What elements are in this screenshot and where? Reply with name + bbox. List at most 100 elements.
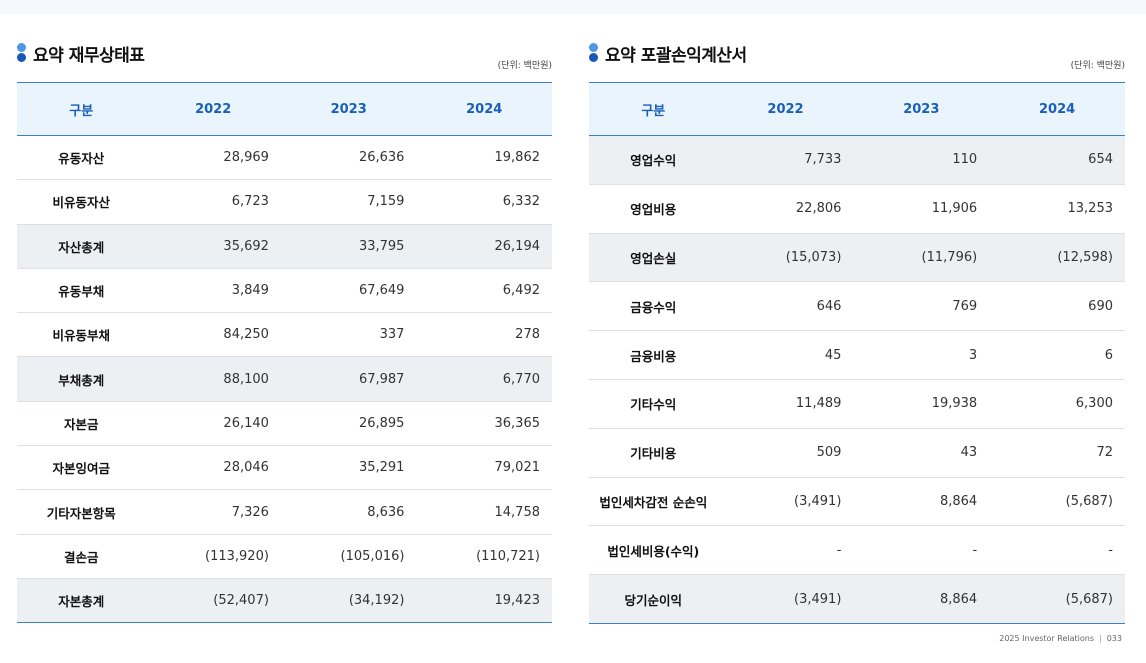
row-value: - [989, 525, 1125, 576]
table-row: 비유동부채 84,250 337 278 [17, 312, 552, 358]
table-row: 법인세비용(수익) - - - [589, 525, 1125, 576]
row-value: (110,721) [416, 534, 552, 579]
row-value: 3 [853, 330, 990, 380]
row-value: 8,864 [853, 477, 990, 527]
row-value: (12,598) [989, 233, 1125, 283]
row-value: (3,491) [717, 477, 854, 527]
income-statement-body: 영업수익 7,733 110 654 영업비용 22,806 11,906 13,253 영업손… [589, 135, 1125, 624]
column-header: 구분 [641, 103, 666, 119]
row-value: 11,906 [853, 184, 990, 234]
table-row: 부채총계 88,100 67,987 6,770 [17, 356, 552, 402]
table-row: 비유동자산 6,723 7,159 6,332 [17, 179, 552, 225]
row-label: 유동자산 [17, 135, 146, 181]
page-number: 033 [1106, 634, 1122, 643]
row-value: - [717, 525, 854, 576]
table-row: 자본총계 (52,407) (34,192) 19,423 [17, 578, 552, 624]
column-header: 2023 [903, 101, 940, 117]
table-row: 자본금 26,140 26,895 36,365 [17, 401, 552, 447]
row-value: 337 [280, 312, 417, 358]
income-statement-table: 구분 2022 2023 2024 영업수익 7,733 110 654 영업비용 22,… [589, 82, 1125, 624]
row-value: 6,723 [145, 179, 281, 225]
table-row: 당기순이익 (3,491) 8,864 (5,687) [589, 574, 1125, 624]
row-value: 88,100 [145, 356, 281, 402]
row-label: 당기순이익 [589, 574, 718, 624]
row-label: 영업손실 [589, 233, 718, 283]
table-row: 법인세차감전 순손익 (3,491) 8,864 (5,687) [589, 477, 1125, 527]
row-value: 26,140 [145, 401, 281, 447]
row-label: 영업수익 [589, 135, 718, 185]
row-value: (3,491) [717, 574, 854, 624]
row-label: 유동부채 [17, 268, 146, 314]
balance-sheet-unit: (단위: 백만원) [497, 61, 552, 71]
table-row: 금융비용 45 3 6 [589, 330, 1125, 380]
column-header: 2022 [195, 101, 232, 117]
row-value: 13,253 [989, 184, 1125, 234]
table-row: 영업비용 22,806 11,906 13,253 [589, 184, 1125, 234]
table-row: 유동부채 3,849 67,649 6,492 [17, 268, 552, 314]
table-row: 금융수익 646 769 690 [589, 281, 1125, 332]
row-value: 33,795 [280, 224, 417, 269]
row-value: 8,864 [853, 574, 990, 624]
row-label: 자본잉여금 [17, 445, 146, 491]
row-value: (11,796) [853, 233, 990, 283]
row-label: 비유동부채 [17, 312, 146, 358]
table-row: 유동자산 28,969 26,636 19,862 [17, 135, 552, 181]
row-value: 19,862 [416, 135, 552, 181]
row-value: 19,938 [853, 379, 990, 429]
row-value: 6,332 [416, 179, 552, 225]
row-value: 67,987 [280, 356, 417, 402]
row-value: 769 [853, 281, 990, 332]
table-row: 영업수익 7,733 110 654 [589, 135, 1125, 185]
balance-sheet-body: 유동자산 28,969 26,636 19,862 비유동자산 6,723 7,159 6,3… [17, 135, 552, 624]
row-value: (5,687) [989, 574, 1125, 624]
row-value: 22,806 [717, 184, 854, 234]
row-value: 6 [989, 330, 1125, 380]
row-value: 26,194 [416, 224, 552, 269]
row-value: 35,692 [145, 224, 281, 269]
table-row: 결손금 (113,920) (105,016) (110,721) [17, 534, 552, 579]
row-label: 법인세비용(수익) [589, 525, 718, 576]
footer-text: 2025 Investor Relations [999, 634, 1095, 643]
row-value: 509 [717, 428, 854, 478]
row-label: 기타비용 [589, 428, 718, 478]
column-header: 2022 [767, 101, 804, 117]
top-band [0, 0, 1146, 14]
row-value: 14,758 [416, 489, 552, 535]
balance-sheet-title-row: 요약 재무상태표 (단위: 백만원) [17, 38, 552, 82]
row-value: (5,687) [989, 477, 1125, 527]
income-statement-title-row: 요약 포괄손익계산서 (단위: 백만원) [589, 38, 1125, 82]
row-value: 35,291 [280, 445, 417, 491]
row-value: 26,895 [280, 401, 417, 447]
row-label: 법인세차감전 순손익 [589, 477, 718, 527]
row-value: 7,159 [280, 179, 417, 225]
row-value: 28,046 [145, 445, 281, 491]
income-statement-unit: (단위: 백만원) [1070, 61, 1125, 71]
row-label: 자본금 [17, 401, 146, 447]
row-value: 7,733 [717, 135, 854, 185]
row-value: 36,365 [416, 401, 552, 447]
row-value: 67,649 [280, 268, 417, 314]
bullet-icon [17, 43, 26, 63]
row-value: (34,192) [280, 578, 417, 624]
column-header: 구분 [69, 103, 94, 119]
row-label: 비유동자산 [17, 179, 146, 225]
row-value: (105,016) [280, 534, 417, 579]
table-row: 기타수익 11,489 19,938 6,300 [589, 379, 1125, 429]
table-row: 자본잉여금 28,046 35,291 79,021 [17, 445, 552, 491]
row-label: 기타자본항목 [17, 489, 146, 535]
footer-separator: | [1099, 634, 1102, 643]
row-value: 28,969 [145, 135, 281, 181]
table-row: 자산총계 35,692 33,795 26,194 [17, 224, 552, 269]
table-header-row: 구분 2022 2023 2024 [589, 82, 1125, 136]
row-label: 금융수익 [589, 281, 718, 332]
column-header: 2024 [466, 101, 503, 117]
row-value: 8,636 [280, 489, 417, 535]
row-value: (52,407) [145, 578, 281, 624]
table-header-row: 구분 2022 2023 2024 [17, 82, 552, 136]
row-value: 278 [416, 312, 552, 358]
income-statement-title: 요약 포괄손익계산서 [605, 46, 747, 66]
row-value: 26,636 [280, 135, 417, 181]
row-value: 43 [853, 428, 990, 478]
row-value: 84,250 [145, 312, 281, 358]
row-value: - [853, 525, 990, 576]
